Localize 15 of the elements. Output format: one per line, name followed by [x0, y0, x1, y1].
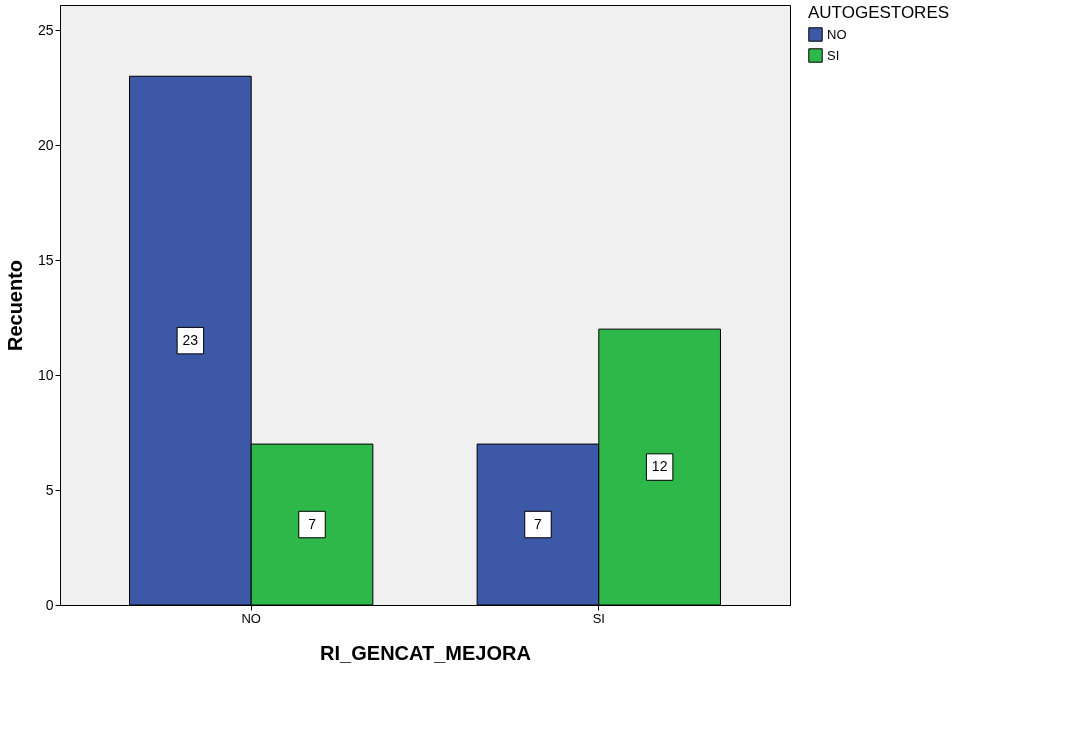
data-label: 7 — [308, 515, 317, 532]
x-axis-title: RI_GENCAT_MEJORA — [320, 641, 531, 664]
legend-title: AUTOGESTORES — [808, 3, 950, 22]
data-label: 12 — [651, 458, 668, 475]
legend-label: NO — [827, 26, 847, 42]
data-label: 7 — [534, 515, 543, 532]
y-tick-label: 20 — [37, 136, 54, 153]
y-tick-label: 0 — [45, 596, 54, 613]
data-label: 23 — [182, 331, 199, 348]
y-tick-label: 25 — [37, 21, 54, 38]
y-axis-title: Recuento — [3, 259, 26, 352]
y-tick-label: 15 — [37, 251, 54, 268]
y-tick-label: 5 — [45, 481, 54, 498]
legend-label: SI — [827, 47, 840, 63]
y-tick-label: 10 — [37, 366, 54, 383]
